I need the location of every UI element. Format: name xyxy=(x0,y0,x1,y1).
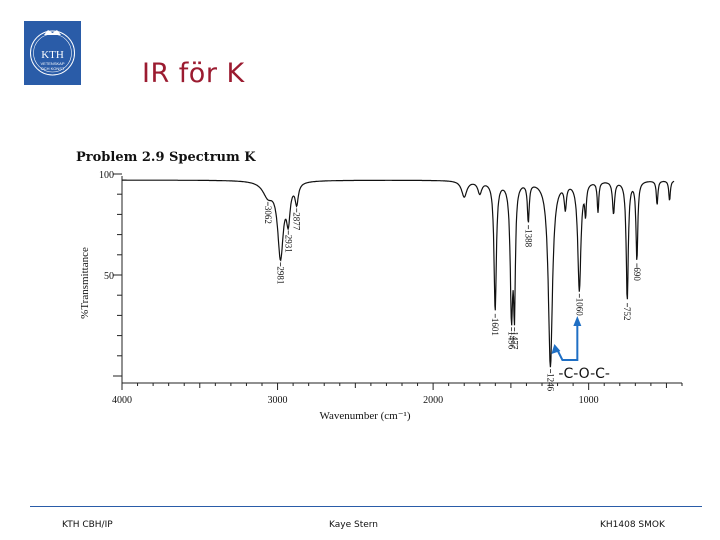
chart-title: Problem 2.9 Spectrum K xyxy=(76,150,256,165)
x-tick-label: 1000 xyxy=(579,395,599,406)
footer-center: Kaye Stern xyxy=(329,520,379,530)
annotation-arrowhead xyxy=(573,316,582,326)
svg-text:VETENSKAP: VETENSKAP xyxy=(40,61,64,66)
peak-label: 1060 xyxy=(574,298,584,317)
svg-text:OCH KONST: OCH KONST xyxy=(41,66,65,71)
x-tick-label: 3000 xyxy=(268,395,288,406)
spectrum-line xyxy=(122,179,675,368)
annotation-arrowhead xyxy=(551,344,561,354)
y-tick-label: 100 xyxy=(99,170,114,181)
footer-right: KH1408 SMOK xyxy=(600,520,665,530)
peak-label: 2981 xyxy=(276,266,286,284)
peak-label: 1477 xyxy=(509,331,519,350)
peak-label: 1388 xyxy=(523,229,533,248)
peak-label: 1246 xyxy=(545,373,555,392)
kth-logo: KTH VETENSKAP OCH KONST xyxy=(24,21,81,85)
peak-label: 2877 xyxy=(292,212,302,231)
annotation-label: -C-O-C- xyxy=(558,366,610,382)
slide-title: IR för K xyxy=(142,58,245,89)
y-axis-label: %Transmittance xyxy=(79,247,91,319)
x-axis-label: Wavenumber (cm⁻¹) xyxy=(320,410,411,422)
peak-label: 690 xyxy=(632,267,642,281)
peak-label: 2931 xyxy=(283,235,293,253)
x-tick-label: 4000 xyxy=(112,395,132,406)
peak-label: 1601 xyxy=(490,318,500,336)
peak-label: 752 xyxy=(622,307,632,321)
annotation-bracket xyxy=(555,322,579,361)
peak-label: 1496 xyxy=(507,331,517,350)
y-tick-label: 50 xyxy=(104,271,114,282)
kth-seal-icon: KTH VETENSKAP OCH KONST xyxy=(24,21,81,85)
footer-left: KTH CBH/IP xyxy=(62,520,113,530)
svg-text:KTH: KTH xyxy=(41,49,64,61)
peak-label: 3062 xyxy=(263,206,273,224)
ir-spectrum-chart: 4000 3000 2000 1000 100 50 Wavenumber (cm⁻¹) %T… xyxy=(79,170,683,422)
x-tick-label: 2000 xyxy=(423,395,443,406)
footer-rule xyxy=(30,506,702,507)
